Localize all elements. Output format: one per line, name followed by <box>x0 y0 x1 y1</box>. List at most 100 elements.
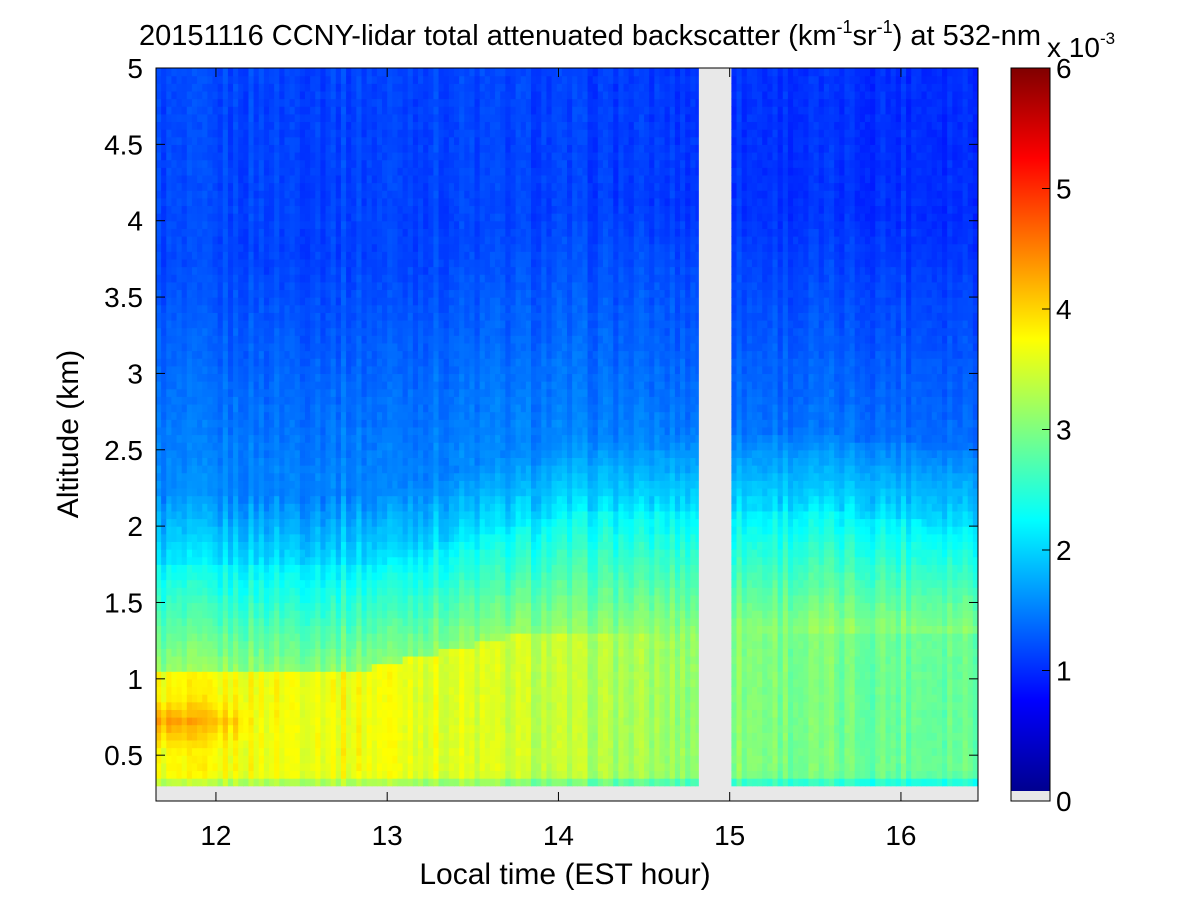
heatmap-cell <box>156 281 162 291</box>
heatmap-cell <box>294 579 301 588</box>
heatmap-cell <box>166 335 173 344</box>
heatmap-cell <box>402 755 409 764</box>
heatmap-cell <box>299 228 306 237</box>
heatmap-cell <box>335 640 342 649</box>
heatmap-cell <box>284 220 291 229</box>
heatmap-cell <box>346 68 352 69</box>
heatmap-cell <box>284 358 291 367</box>
heatmap-cell <box>371 633 378 642</box>
heatmap-cell <box>376 686 383 695</box>
heatmap-cell <box>351 579 357 588</box>
heatmap-cell <box>325 304 332 313</box>
heatmap-cell <box>186 159 193 168</box>
heatmap-cell <box>371 762 378 772</box>
heatmap-cell <box>222 151 229 161</box>
heatmap-cell <box>294 571 301 581</box>
heatmap-cell <box>418 633 424 642</box>
heatmap-cell <box>361 526 368 535</box>
heatmap-cell <box>186 633 193 642</box>
heatmap-cell <box>346 556 352 565</box>
heatmap-cell <box>294 281 301 291</box>
heatmap-cell <box>233 594 239 604</box>
heatmap-cell <box>407 121 414 130</box>
heatmap-cell <box>186 213 193 222</box>
heatmap-cell <box>263 648 270 657</box>
heatmap-cell <box>346 90 352 100</box>
heatmap-cell <box>243 75 250 84</box>
heatmap-cell <box>222 228 229 237</box>
heatmap-cell <box>346 487 352 497</box>
heatmap-cell <box>325 281 332 291</box>
heatmap-cell <box>253 549 260 558</box>
heatmap-cell <box>166 121 173 130</box>
heatmap-cell <box>156 587 162 596</box>
heatmap-cell <box>376 633 383 642</box>
heatmap-cell <box>402 694 409 703</box>
heatmap-cell <box>294 434 301 443</box>
heatmap-cell <box>289 648 296 657</box>
heatmap-cell <box>371 617 378 626</box>
heatmap-cell <box>217 770 224 779</box>
heatmap-cell <box>171 403 178 413</box>
heatmap-cell <box>289 365 296 375</box>
heatmap-cell <box>340 457 347 466</box>
heatmap-cell <box>407 319 414 329</box>
heatmap-cell <box>315 136 321 145</box>
heatmap-cell <box>289 266 296 275</box>
heatmap-cell <box>222 396 229 405</box>
heatmap-cell <box>207 98 214 107</box>
heatmap-cell <box>243 686 250 695</box>
heatmap-cell <box>346 228 352 237</box>
heatmap-cell <box>181 243 188 252</box>
heatmap-cell <box>217 358 224 367</box>
heatmap-cell <box>263 197 270 207</box>
heatmap-cell <box>371 709 378 718</box>
heatmap-cell <box>284 465 291 474</box>
heatmap-cell <box>222 602 229 611</box>
heatmap-cell <box>269 304 275 313</box>
heatmap-cell <box>233 709 239 718</box>
heatmap-cell <box>346 594 352 604</box>
heatmap-cell <box>258 213 265 222</box>
heatmap-cell <box>212 167 219 176</box>
heatmap-cell <box>330 762 337 772</box>
heatmap-cell <box>335 678 342 688</box>
heatmap-cell <box>356 465 363 474</box>
heatmap-cell <box>310 258 316 268</box>
heatmap-cell <box>258 129 265 138</box>
heatmap-cell <box>197 68 203 69</box>
heatmap-cell <box>366 510 373 520</box>
heatmap-cell <box>202 594 208 604</box>
heatmap-cell <box>310 503 316 512</box>
heatmap-cell <box>284 411 291 420</box>
heatmap-cell <box>392 365 399 375</box>
heatmap-cell <box>356 678 363 688</box>
heatmap-cell <box>346 510 352 520</box>
heatmap-cell <box>402 732 409 741</box>
heatmap-cell <box>197 251 203 260</box>
heatmap-cell <box>253 411 260 420</box>
heatmap-cell <box>207 243 214 252</box>
heatmap-cell <box>356 510 363 520</box>
heatmap-cell <box>330 541 337 550</box>
heatmap-cell <box>299 442 306 451</box>
heatmap-cell <box>166 556 173 565</box>
heatmap-cell <box>243 587 250 596</box>
heatmap-cell <box>351 610 357 619</box>
heatmap-cell <box>351 266 357 275</box>
heatmap-column <box>233 68 239 787</box>
heatmap-cell <box>412 747 419 756</box>
heatmap-cell <box>166 243 173 252</box>
heatmap-cell <box>320 381 327 390</box>
heatmap-cell <box>299 648 306 657</box>
heatmap-cell <box>346 335 352 344</box>
heatmap-cell <box>227 396 234 405</box>
heatmap-cell <box>233 434 239 443</box>
heatmap-cell <box>412 648 419 657</box>
heatmap-cell <box>412 251 419 260</box>
heatmap-cell <box>356 579 363 588</box>
heatmap-cell <box>304 129 311 138</box>
heatmap-cell <box>361 106 368 115</box>
heatmap-cell <box>351 755 357 764</box>
heatmap-cell <box>274 159 280 168</box>
